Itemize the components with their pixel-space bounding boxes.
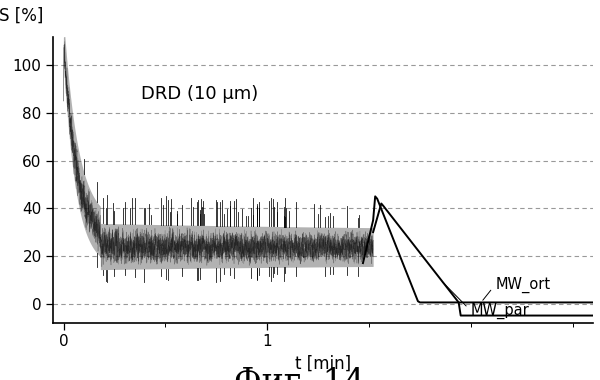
Text: S [%]: S [%] [0,7,44,25]
X-axis label: t [min]: t [min] [295,355,352,373]
Text: MW_ort: MW_ort [483,277,550,300]
Text: Фиг. 14: Фиг. 14 [235,367,365,380]
Text: MW_par: MW_par [442,282,530,319]
Text: DRD (10 μm): DRD (10 μm) [141,85,258,103]
